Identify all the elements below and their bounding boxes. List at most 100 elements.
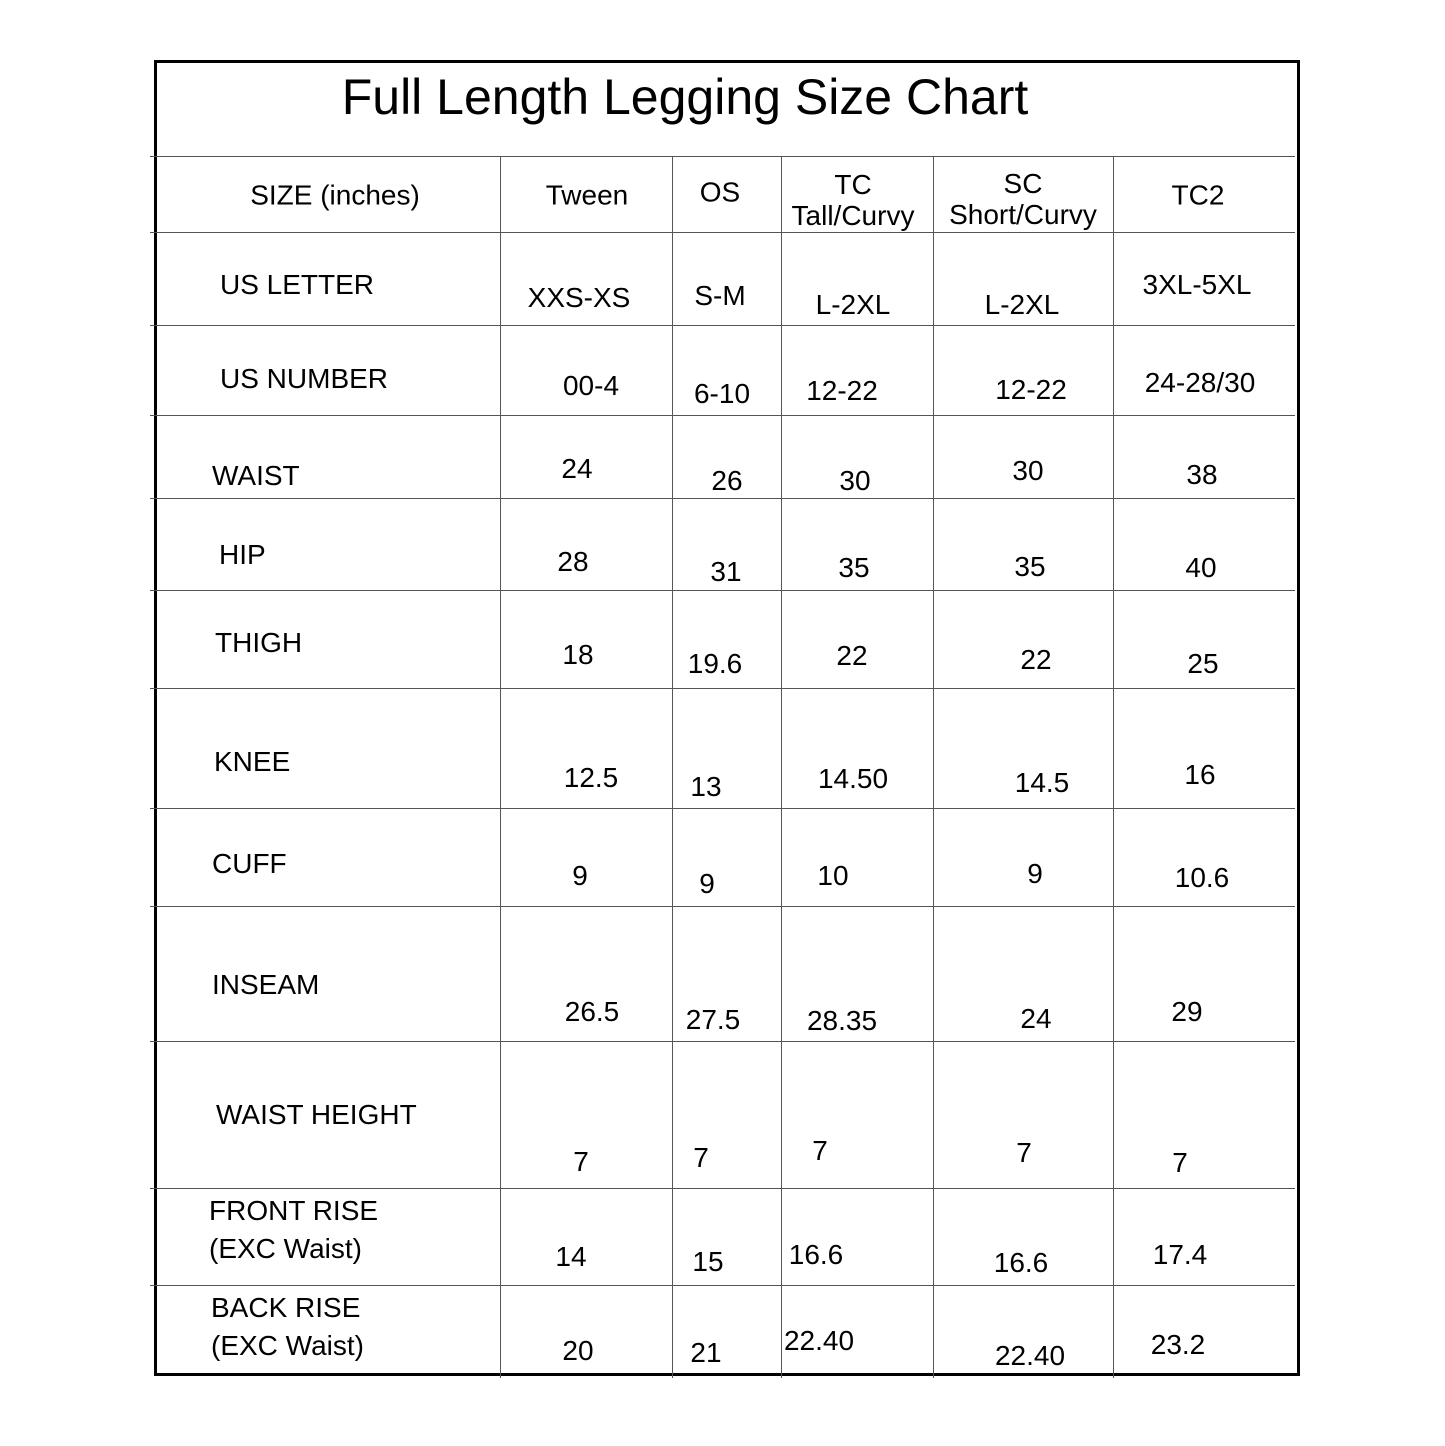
table-cell: 7 (812, 1135, 828, 1166)
table-cell: 24-28/30 (1144, 367, 1256, 398)
row-divider (150, 415, 1295, 416)
column-divider (933, 156, 934, 1378)
table-cell: 26 (711, 465, 743, 496)
row-label-line: THIGH (215, 627, 303, 658)
table-cell: 12-22 (995, 374, 1067, 405)
row-label: THIGH (215, 624, 302, 662)
table-cell: 38 (1186, 459, 1218, 490)
table-cell: L-2XL (984, 289, 1060, 320)
row-divider (150, 1285, 1295, 1286)
table-cell: 25 (1187, 648, 1219, 679)
row-label: US LETTER (220, 266, 374, 304)
table-cell: 35 (838, 552, 870, 583)
row-label: BACK RISE (EXC Waist) (211, 1289, 364, 1365)
row-label-line: WAIST HEIGHT (216, 1099, 417, 1130)
row-divider (150, 232, 1295, 233)
row-label-line: HIP (219, 539, 266, 570)
table-cell: 10 (817, 860, 849, 891)
column-header: Tween (545, 179, 629, 211)
table-cell: 7 (573, 1146, 589, 1177)
column-header: OS (699, 176, 741, 208)
table-cell: 40 (1185, 552, 1217, 583)
table-cell: S-M (694, 280, 746, 311)
table-cell: 6-10 (693, 378, 751, 409)
table-cell: 24 (1020, 1003, 1052, 1034)
table-cell: 14.50 (817, 763, 889, 794)
row-divider (150, 590, 1295, 591)
table-cell: 23.2 (1150, 1329, 1206, 1360)
row-label-line: (EXC Waist) (211, 1330, 364, 1361)
table-cell: 16 (1184, 759, 1216, 790)
table-cell: 35 (1014, 551, 1046, 582)
table-cell: 14 (555, 1241, 587, 1272)
table-cell: 3XL-5XL (1142, 269, 1252, 300)
row-label-line: (EXC Waist) (209, 1233, 362, 1264)
row-divider (150, 156, 1295, 157)
column-header: SC Short/Curvy (949, 168, 1097, 230)
table-cell: 28 (557, 546, 589, 577)
row-label: HIP (219, 536, 266, 574)
row-divider (150, 906, 1295, 907)
table-cell: 16.6 (993, 1247, 1049, 1278)
table-cell: 17.4 (1152, 1239, 1208, 1270)
table-cell: 29 (1171, 996, 1203, 1027)
row-label: WAIST HEIGHT (216, 1096, 417, 1134)
table-cell: 7 (1172, 1147, 1188, 1178)
row-divider (150, 498, 1295, 499)
table-cell: 13 (690, 771, 722, 802)
table-cell: 9 (699, 868, 715, 899)
column-header: SIZE (inches) (250, 179, 420, 211)
table-cell: 20 (562, 1335, 594, 1366)
column-divider (781, 156, 782, 1378)
row-label: WAIST (212, 457, 300, 495)
row-divider (150, 325, 1295, 326)
table-cell: 30 (839, 465, 871, 496)
table-cell: 24 (561, 453, 593, 484)
table-cell: 18 (562, 639, 594, 670)
table-cell: 19.6 (687, 648, 743, 679)
table-cell: 9 (572, 860, 588, 891)
row-label: US NUMBER (220, 360, 388, 398)
table-cell: 22 (836, 640, 868, 671)
size-chart-table (154, 60, 1300, 1376)
column-header: TC Tall/Curvy (791, 169, 915, 231)
table-cell: 26.5 (564, 996, 620, 1027)
table-cell: 16.6 (788, 1239, 844, 1270)
table-cell: 22.40 (783, 1325, 855, 1356)
chart-title: Full Length Legging Size Chart (341, 69, 1029, 125)
row-label-line: BACK RISE (211, 1292, 361, 1323)
table-cell: 12.5 (563, 762, 619, 793)
table-cell: 22 (1020, 644, 1052, 675)
row-label-line: INSEAM (212, 969, 320, 1000)
row-label: CUFF (212, 845, 287, 883)
row-label-line: FRONT RISE (209, 1195, 379, 1226)
row-label-line: US NUMBER (220, 363, 389, 394)
table-cell: 7 (1016, 1137, 1032, 1168)
table-cell: 10.6 (1174, 862, 1230, 893)
table-cell: 30 (1012, 455, 1044, 486)
row-divider (150, 688, 1295, 689)
table-cell: 15 (692, 1246, 724, 1277)
row-label: FRONT RISE (EXC Waist) (209, 1192, 378, 1268)
row-label: INSEAM (212, 966, 319, 1004)
column-divider (500, 156, 501, 1378)
column-divider (672, 156, 673, 1378)
row-label-line: US LETTER (220, 269, 375, 300)
column-divider (1113, 156, 1114, 1378)
table-cell: XXS-XS (527, 282, 631, 313)
table-cell: 7 (693, 1142, 709, 1173)
row-label: KNEE (214, 743, 290, 781)
row-label-line: CUFF (212, 848, 287, 879)
table-cell: 27.5 (685, 1004, 741, 1035)
column-header: TC2 (1171, 179, 1225, 211)
table-cell: 00-4 (562, 370, 620, 401)
row-divider (150, 1041, 1295, 1042)
table-cell: 22.40 (994, 1340, 1066, 1371)
table-cell: 21 (690, 1337, 722, 1368)
row-label-line: WAIST (212, 460, 300, 491)
table-cell: 31 (710, 556, 742, 587)
row-divider (150, 808, 1295, 809)
row-label-line: KNEE (214, 746, 291, 777)
row-divider (150, 1188, 1295, 1189)
table-cell: 28.35 (806, 1005, 878, 1036)
